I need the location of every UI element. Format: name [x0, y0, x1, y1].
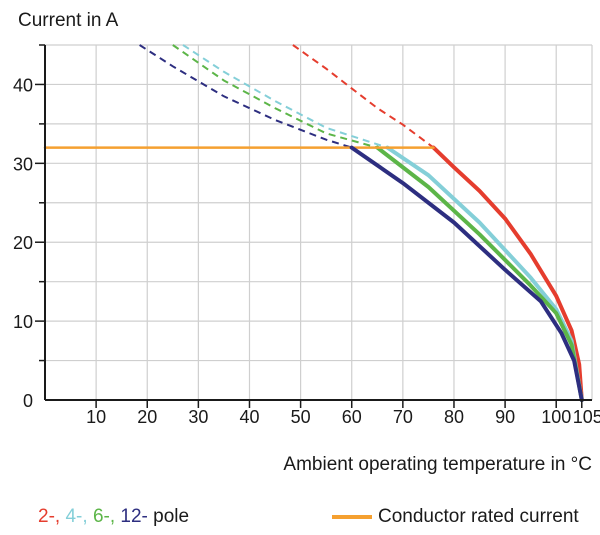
y-axis-title: Current in A [18, 10, 119, 31]
y-tick-label: 20 [13, 233, 33, 253]
y-tick-label: 30 [13, 154, 33, 174]
y-tick-label: 0 [23, 391, 33, 411]
derating-chart: 10 20 30 40 50 60 70 80 90 100 105 0 10 20 30 40 Curren… [13, 10, 600, 475]
series-layer [43, 44, 584, 402]
x-tick-label: 70 [393, 407, 413, 427]
series-pole_6-dashed [172, 44, 378, 149]
legend-pole-6: 6-, [92, 506, 116, 527]
series-pole_6-line [375, 145, 584, 402]
series-pole_4-line [385, 145, 584, 402]
rated-current-swatch [332, 515, 372, 519]
tick-labels: 10 20 30 40 50 60 70 80 90 100 105 0 10 20 30 40 [13, 75, 600, 427]
x-tick-label: 10 [86, 407, 106, 427]
rated-current-legend: Conductor rated current [332, 506, 579, 528]
y-tick-label: 40 [13, 75, 33, 95]
series-pole_12-dashed [139, 44, 352, 149]
legend-pole-2: 2-, [38, 506, 61, 527]
y-tick-label: 10 [13, 312, 33, 332]
x-tick-label: 105 [573, 407, 600, 427]
series-pole_12-line [349, 145, 584, 402]
series-pole_2-dashed [292, 44, 435, 149]
axes [35, 44, 592, 408]
x-tick-label: 30 [188, 407, 208, 427]
legend-pole-suffix: pole [153, 506, 190, 527]
x-tick-label: 60 [342, 407, 362, 427]
x-tick-label: 90 [495, 407, 515, 427]
x-axis-title: Ambient operating temperature in °C [283, 454, 592, 475]
x-tick-label: 100 [541, 407, 571, 427]
pole-legend: 2-, 4-, 6-, 12- pole [38, 506, 189, 528]
rated-current-label: Conductor rated current [378, 506, 579, 527]
legend-pole-4: 4-, [65, 506, 88, 527]
x-tick-label: 20 [137, 407, 157, 427]
legend-pole-12: 12- [120, 506, 148, 527]
series-pole_4-dashed [182, 44, 388, 149]
x-tick-label: 80 [444, 407, 464, 427]
x-tick-label: 40 [239, 407, 259, 427]
series-pole_2-line [431, 145, 584, 402]
x-tick-label: 50 [291, 407, 311, 427]
